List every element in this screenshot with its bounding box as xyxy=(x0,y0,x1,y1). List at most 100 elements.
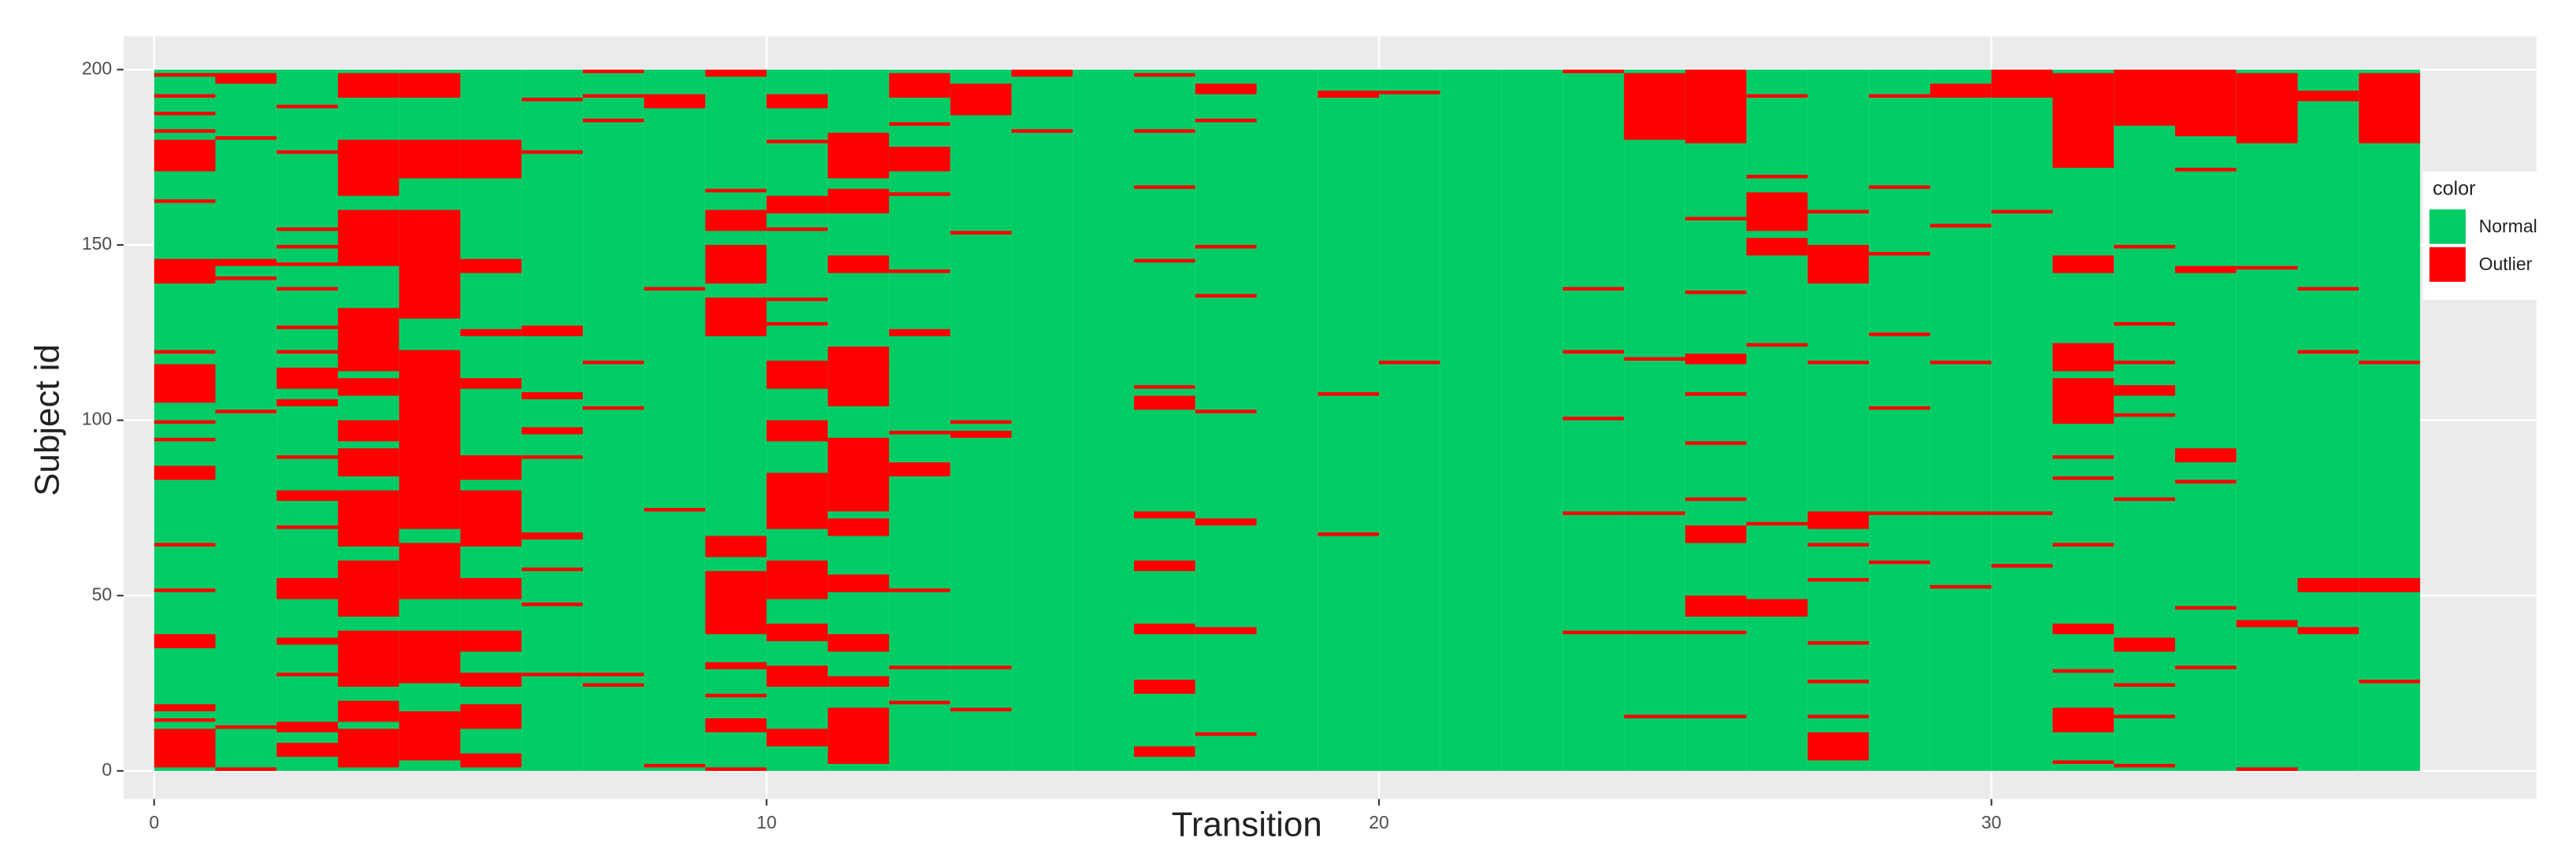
normal-column xyxy=(1685,69,1747,771)
outlier-cell xyxy=(276,525,339,529)
normal-column xyxy=(1562,69,1625,771)
outlier-cell xyxy=(766,139,828,143)
outlier-cell xyxy=(2359,360,2421,365)
normal-column xyxy=(276,69,339,771)
outlier-cell xyxy=(1869,406,1930,410)
outlier-cell xyxy=(2114,360,2175,365)
outlier-cell xyxy=(1624,72,1685,140)
outlier-cell xyxy=(1195,627,1257,635)
normal-column xyxy=(828,69,889,771)
outlier-cell xyxy=(950,83,1012,116)
outlier-cell xyxy=(276,350,339,354)
outlier-cell xyxy=(888,431,951,435)
outlier-cell xyxy=(276,325,339,329)
outlier-cell xyxy=(338,139,399,196)
outlier-cell xyxy=(2114,321,2175,326)
outlier-cell xyxy=(1195,118,1257,123)
normal-column xyxy=(1624,69,1685,771)
outlier-cell xyxy=(154,350,216,354)
outlier-cell xyxy=(1807,360,1870,365)
outlier-cell xyxy=(888,269,951,273)
outlier-cell xyxy=(828,132,889,179)
outlier-cell xyxy=(398,711,461,761)
y-tick-label: 200 xyxy=(82,58,112,79)
outlier-cell xyxy=(276,287,339,291)
normal-column xyxy=(1011,69,1073,771)
y-axis-title: Subject id xyxy=(28,344,66,496)
outlier-cell xyxy=(1685,441,1747,445)
outlier-cell xyxy=(1133,185,1195,189)
outlier-cell xyxy=(705,571,767,635)
outlier-cell xyxy=(766,227,828,232)
outlier-cell xyxy=(1869,511,1930,515)
outlier-cell xyxy=(1685,525,1747,543)
normal-column xyxy=(1256,69,1318,771)
x-tick-label: 20 xyxy=(1369,812,1389,832)
outlier-cell xyxy=(2236,72,2298,143)
legend-key xyxy=(2429,209,2466,244)
outlier-cell xyxy=(766,420,828,442)
outlier-cell xyxy=(338,448,399,476)
outlier-cell xyxy=(1133,385,1195,389)
outlier-cell xyxy=(1869,251,1930,256)
outlier-cell xyxy=(1929,360,1992,365)
legend-label: Normal xyxy=(2479,216,2537,236)
outlier-cell xyxy=(521,532,584,540)
outlier-cell xyxy=(2052,476,2115,480)
outlier-cell xyxy=(1562,417,1625,421)
normal-column xyxy=(1929,69,1992,771)
outlier-cell xyxy=(154,129,216,133)
outlier-cell xyxy=(888,588,951,592)
outlier-cell xyxy=(1869,185,1930,189)
outlier-cell xyxy=(154,728,216,768)
outlier-cell xyxy=(583,94,644,98)
outlier-cell xyxy=(2174,480,2237,484)
outlier-cell xyxy=(521,98,584,102)
outlier-cell xyxy=(338,72,399,98)
outlier-cell xyxy=(2174,665,2237,669)
outlier-cell xyxy=(1807,577,1870,582)
outlier-cell xyxy=(1929,83,1992,98)
normal-column xyxy=(2174,69,2237,771)
outlier-cell xyxy=(460,455,522,480)
outlier-cell xyxy=(154,364,216,403)
outlier-cell xyxy=(1746,175,1808,179)
outlier-cell xyxy=(766,623,828,642)
outlier-cell xyxy=(1011,69,1073,77)
outlier-cell xyxy=(1624,357,1685,361)
outlier-cell xyxy=(1807,543,1870,547)
outlier-cell xyxy=(154,543,216,547)
outlier-cell xyxy=(154,258,216,284)
outlier-cell xyxy=(1807,732,1870,761)
outlier-cell xyxy=(460,704,522,729)
outlier-cell xyxy=(338,420,399,442)
outlier-cell xyxy=(643,287,706,291)
outlier-cell xyxy=(276,673,339,677)
normal-column xyxy=(643,69,706,771)
outlier-cell xyxy=(2052,72,2115,169)
outlier-cell xyxy=(950,431,1012,438)
outlier-cell xyxy=(521,567,584,572)
outlier-cell xyxy=(154,199,216,203)
normal-column xyxy=(1318,69,1380,771)
outlier-cell xyxy=(276,367,339,389)
outlier-cell xyxy=(1869,560,1930,565)
normal-column xyxy=(888,69,951,771)
outlier-cell xyxy=(2174,606,2237,610)
outlier-cell xyxy=(2174,168,2237,172)
outlier-cell xyxy=(1685,630,1747,635)
outlier-cell xyxy=(1869,94,1930,98)
outlier-cell xyxy=(705,693,767,698)
y-tick-label: 50 xyxy=(92,584,113,604)
outlier-cell xyxy=(1195,83,1257,95)
y-tick-label: 0 xyxy=(102,759,112,780)
outlier-cell xyxy=(1195,518,1257,526)
outlier-cell xyxy=(460,753,522,768)
outlier-cell xyxy=(398,630,461,684)
outlier-cell xyxy=(1133,623,1195,635)
normal-column xyxy=(1869,69,1930,771)
outlier-cell xyxy=(1685,217,1747,221)
outlier-cell xyxy=(828,518,889,536)
outlier-cell xyxy=(276,455,339,459)
